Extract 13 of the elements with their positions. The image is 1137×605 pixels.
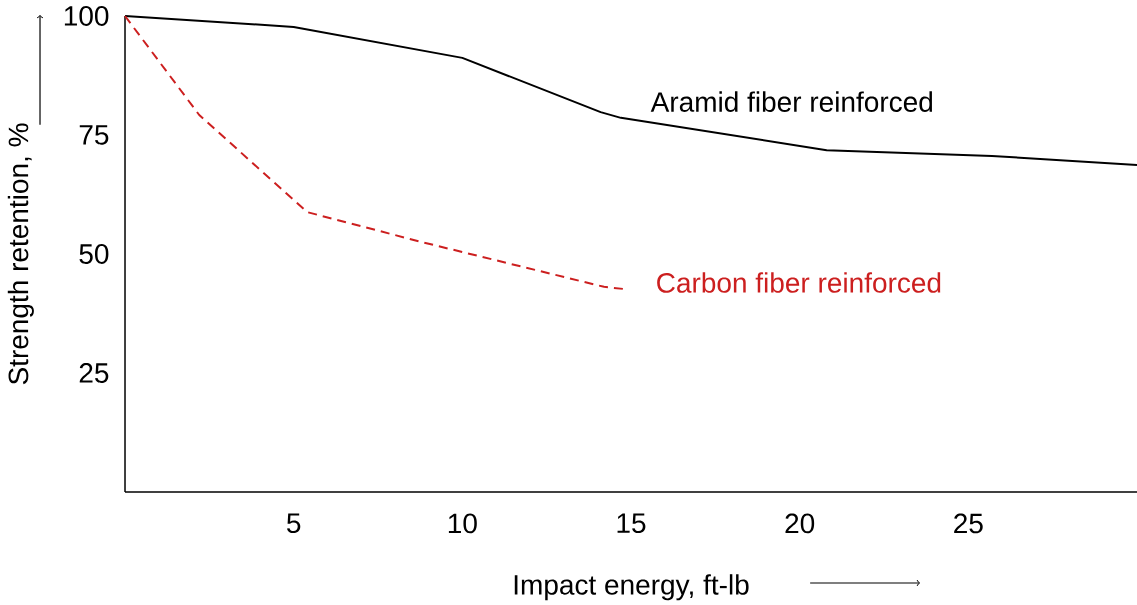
y-tick-label: 100: [64, 6, 109, 26]
x-tick-label: 10: [448, 513, 477, 534]
x-tick-label: 20: [785, 513, 815, 534]
y-tick-label: 50: [79, 244, 109, 264]
series-label: Carbon fiber reinforced: [657, 272, 941, 293]
x-tick-label: 15: [617, 513, 646, 534]
y-tick-label: 75: [79, 125, 109, 145]
x-axis-title: Impact energy, ft-lb: [514, 574, 749, 601]
x-tick-label: 25: [954, 513, 983, 534]
x-tick-label: 5: [287, 513, 301, 534]
y-axis-title: Strength retention, %: [7, 123, 34, 385]
y-tick-label: 25: [79, 363, 109, 383]
series-label: Aramid fiber reinforced: [650, 91, 933, 112]
